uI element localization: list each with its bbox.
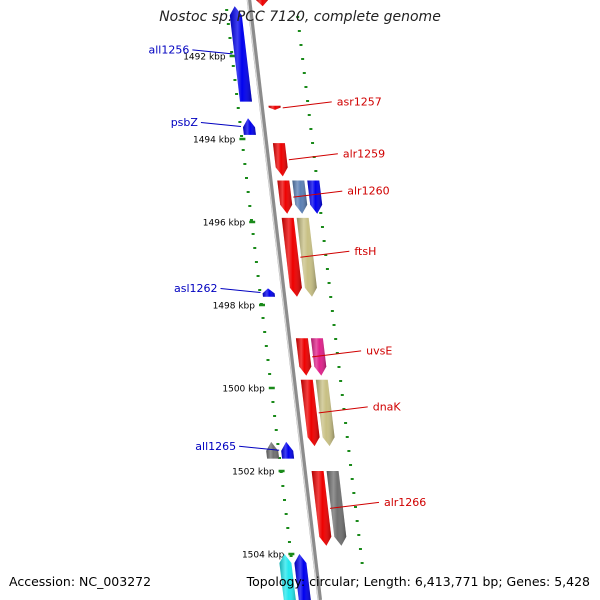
gene-label-psbZ[interactable]: psbZ: [171, 116, 199, 129]
gene-feature-9-shading: [296, 217, 317, 297]
label-leader: [300, 250, 350, 258]
gene-alr1259-shading: [272, 143, 288, 177]
scale-label: 1498 kbp: [213, 302, 256, 312]
label-leader: [239, 445, 280, 451]
gene-label-uvsE[interactable]: uvsE: [366, 344, 392, 357]
scale-label: 1492 kbp: [183, 53, 226, 63]
label-leader: [288, 153, 338, 161]
label-leader: [329, 501, 380, 509]
scale-label: 1494 kbp: [193, 136, 236, 146]
gene-asl1262-shading: [262, 288, 275, 297]
gene-all1256-shading: [229, 6, 252, 102]
gene-dnaK-shading: [300, 379, 320, 447]
gene-labels: all1256 asr1257 psbZ alr1259 alr1260 ftsH asl1…: [149, 43, 427, 508]
gene-feature-14-shading: [315, 379, 335, 447]
scale-label: 1502 kbp: [232, 468, 275, 478]
gene-psbZ-shading: [243, 118, 256, 135]
chromosome-backbone: [246, 0, 323, 600]
scale-ticks: 1492 kbp 1494 kbp 1496 kbp 1498 kbp 1500 kbp…: [183, 9, 364, 564]
gene-label-alr1259[interactable]: alr1259: [343, 147, 385, 160]
label-leader: [220, 288, 261, 294]
label-leader: [200, 122, 241, 128]
gene-asr1257-shading: [268, 105, 281, 110]
gene-label-alr1260[interactable]: alr1260: [347, 185, 389, 198]
gene-alr1266-shading: [311, 471, 332, 546]
gene-features: [229, 0, 347, 600]
gene-feature-19-shading: [294, 554, 311, 600]
label-leader: [318, 406, 368, 414]
scale-label: 1496 kbp: [203, 219, 246, 229]
gene-label-asl1262[interactable]: asl1262: [174, 282, 218, 295]
gene-feature-7-shading: [307, 180, 323, 214]
backbone-line: [246, 0, 323, 600]
scale-label: 1500 kbp: [222, 385, 265, 395]
accession-text: Accession: NC_003272: [9, 574, 152, 589]
label-leader: [192, 49, 233, 55]
gene-feature-12-shading: [310, 338, 327, 376]
gene-uvsE-shading: [295, 338, 312, 376]
label-leader: [312, 350, 362, 358]
gene-feature-20-shading: [279, 554, 296, 600]
gene-ftsH-shading: [281, 217, 302, 297]
genome-title: Nostoc sp. PCC 7120, complete genome: [159, 9, 441, 25]
gene-label-alr1266[interactable]: alr1266: [384, 496, 426, 509]
label-leader: [293, 190, 343, 198]
gene-label-asr1257[interactable]: asr1257: [337, 95, 382, 108]
gene-label-all1256[interactable]: all1256: [149, 43, 190, 56]
gene-label-all1265[interactable]: all1265: [195, 440, 236, 453]
label-leader: [282, 101, 332, 109]
gene-feature-18-shading: [326, 471, 347, 546]
genome-summary-text: Topology: circular; Length: 6,413,771 bp…: [246, 574, 590, 589]
gene-alr1260-shading: [277, 180, 293, 214]
backbone-highlight: [246, 0, 319, 600]
gene-feature-0-shading: [255, 0, 268, 7]
gene-label-ftsH[interactable]: ftsH: [354, 245, 376, 258]
gene-feature-16-shading: [266, 441, 280, 459]
gene-feature-6-shading: [292, 180, 308, 214]
scale-label: 1504 kbp: [242, 551, 285, 561]
gene-all1265-shading: [281, 441, 295, 459]
gene-label-dnaK[interactable]: dnaK: [373, 400, 402, 413]
